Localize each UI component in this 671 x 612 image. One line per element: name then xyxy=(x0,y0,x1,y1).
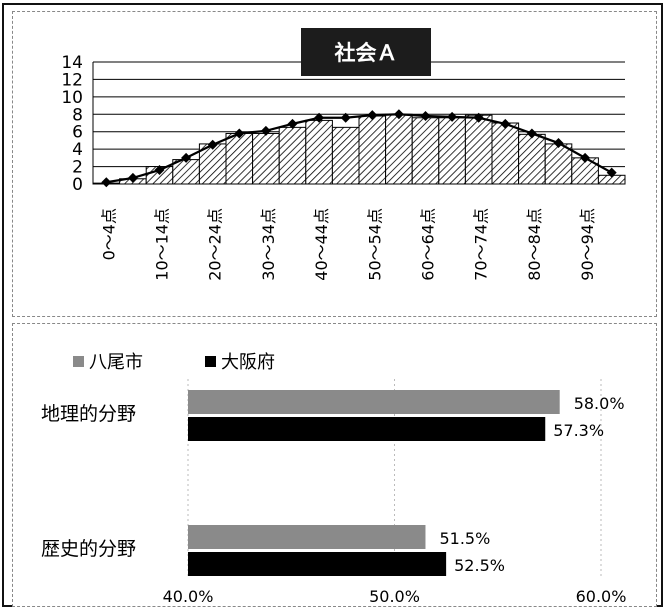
x-tick-label: 30～34点 xyxy=(259,208,278,281)
line-marker xyxy=(207,139,218,150)
histogram-bar xyxy=(252,132,280,185)
x-tick-label: 0～4点 xyxy=(99,208,118,260)
line-marker xyxy=(154,165,165,176)
data-label: 51.5% xyxy=(439,529,490,548)
line-marker xyxy=(606,167,617,178)
line-marker xyxy=(526,128,537,139)
y-tick-label: 12 xyxy=(61,70,83,90)
histogram-bar xyxy=(385,113,413,185)
line-marker xyxy=(420,111,431,122)
histogram-bar xyxy=(544,143,573,185)
title-box xyxy=(301,28,431,76)
x-tick-label: 20～24点 xyxy=(206,208,225,281)
histogram-panel: 0 2 4 6 8 10 12 14 0～4点 10～14点 20～24点 30～34点 40～44点 5… xyxy=(12,11,657,317)
y-tick-label: 14 xyxy=(61,53,83,73)
x-tick-label: 50～54点 xyxy=(365,208,384,281)
legend-swatch-yao xyxy=(73,356,84,367)
x-tick-label: 60～64点 xyxy=(419,208,438,281)
line-marker xyxy=(260,125,271,136)
y-tick-label: 8 xyxy=(72,105,83,125)
line-marker xyxy=(580,152,591,163)
line-marker xyxy=(287,118,298,129)
y-tick-label: 4 xyxy=(72,140,83,160)
category-label: 地理的分野 xyxy=(41,403,136,425)
histogram-bar xyxy=(225,132,254,185)
histogram-bar xyxy=(411,117,440,185)
histogram-bar xyxy=(278,126,307,185)
y-tick-label: 0 xyxy=(72,175,83,195)
histogram-bar xyxy=(518,133,546,185)
histogram-bar xyxy=(305,119,333,185)
comparison-bar xyxy=(188,390,560,414)
line-marker xyxy=(101,177,112,188)
chart-title: 社会Ａ xyxy=(334,41,398,65)
y-tick-label: 6 xyxy=(72,123,83,143)
x-tick-label: 90～94点 xyxy=(578,208,597,281)
line-marker xyxy=(473,112,484,123)
legend-label-yao: 八尾市 xyxy=(89,352,143,373)
line-marker xyxy=(340,112,351,123)
line-marker xyxy=(314,112,325,123)
line-marker xyxy=(447,111,458,122)
line-marker xyxy=(393,109,404,120)
data-label: 57.3% xyxy=(553,421,604,440)
line-marker xyxy=(181,152,192,163)
legend-label-osaka: 大阪府 xyxy=(221,352,275,373)
x-tick-label: 40.0% xyxy=(163,587,214,606)
comparison-bar xyxy=(188,552,447,576)
category-label: 歴史的分野 xyxy=(41,538,136,560)
x-tick-label: 60.0% xyxy=(576,587,627,606)
line-marker xyxy=(553,138,564,149)
histogram-bar xyxy=(172,159,200,185)
x-tick-label: 80～84点 xyxy=(525,208,544,281)
histogram-bar xyxy=(438,117,466,185)
line-marker xyxy=(234,128,245,139)
x-tick-label: 40～44点 xyxy=(312,208,331,281)
x-tick-label: 50.0% xyxy=(369,587,420,606)
x-tick-label: 10～14点 xyxy=(153,208,172,281)
histogram-bar xyxy=(491,122,520,185)
x-tick-label: 70～74点 xyxy=(472,208,491,281)
y-tick-label: 10 xyxy=(61,88,83,108)
histogram-bar xyxy=(331,126,360,185)
line-marker xyxy=(500,118,511,129)
comparison-bar xyxy=(188,525,426,549)
comparison-bar xyxy=(188,417,546,441)
bar-comparison-panel: 八尾市 大阪府地理的分野 58.0% 57.3% 歴史的分野 51.5% 52.5% 40.0… xyxy=(12,323,657,607)
trend-line xyxy=(106,113,613,184)
histogram-bar xyxy=(358,115,387,185)
line-marker xyxy=(367,110,378,121)
data-label: 52.5% xyxy=(454,556,505,575)
chart-frame: 0 2 4 6 8 10 12 14 0～4点 10～14点 20～24点 30～34点 40～44点 5… xyxy=(2,3,663,607)
y-tick-label: 2 xyxy=(72,158,83,178)
data-label: 58.0% xyxy=(574,394,625,413)
legend-swatch-osaka xyxy=(205,356,216,367)
histogram-bar xyxy=(464,114,493,185)
